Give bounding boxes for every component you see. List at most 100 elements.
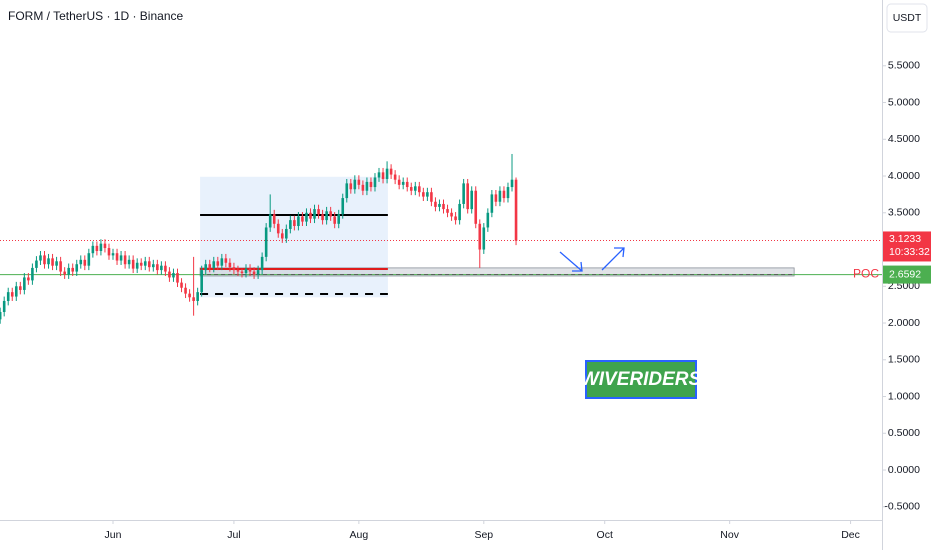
candle-body [184, 287, 187, 294]
candle-body [95, 245, 99, 251]
candle-body [127, 259, 131, 265]
candle-body [426, 192, 429, 197]
candle-body [450, 212, 453, 217]
candle-body [63, 271, 66, 275]
x-tick-label: Sep [474, 529, 493, 541]
candle-body [176, 273, 179, 283]
candle-body [160, 265, 163, 271]
candle-body [164, 265, 167, 272]
plot-area [0, 153, 882, 324]
chart-title: FORM / TetherUS · 1D · Binance [8, 9, 183, 23]
poc-label: POC [853, 267, 879, 281]
candle-body [401, 181, 405, 185]
candle-body [349, 183, 353, 190]
candle-body [313, 209, 316, 219]
candle-body [39, 255, 42, 261]
candle-body [389, 168, 393, 175]
candle-body [268, 214, 272, 228]
candle-body [365, 181, 369, 191]
candle-body [103, 243, 107, 249]
current-price-tag [883, 231, 931, 262]
candle-body [0, 312, 2, 320]
candle-body [462, 183, 465, 204]
candle-body [47, 258, 50, 265]
y-tick-label: 5.0000 [888, 96, 920, 108]
candle-body [458, 203, 461, 221]
candle-body [317, 209, 320, 215]
candle-body [345, 183, 349, 199]
candle-body [216, 261, 220, 266]
candle-body [168, 271, 171, 278]
candle-body [51, 258, 54, 266]
candle-body [272, 214, 276, 224]
candle-body [135, 262, 139, 269]
candle-body [252, 271, 256, 275]
profile-range [200, 176, 388, 298]
arrow [559, 251, 583, 272]
y-tick-label: 0.0000 [888, 464, 920, 476]
candle-body [357, 179, 361, 185]
candle-body [260, 256, 264, 271]
candle-body [514, 179, 518, 241]
poc-zone [199, 267, 795, 277]
candle-body [264, 227, 268, 257]
candle-body [79, 259, 83, 265]
candle-body [232, 267, 236, 271]
currency-label: USDT [893, 12, 922, 24]
candle-body [466, 183, 469, 210]
x-tick-label: Oct [597, 529, 613, 541]
candle-body [14, 286, 18, 297]
candle-body [397, 179, 401, 185]
candle-body [139, 262, 143, 266]
candle-body [486, 212, 490, 228]
candle-body [75, 264, 79, 272]
candle-body [256, 270, 260, 275]
candle-body [309, 212, 312, 219]
x-tick-label: Jun [105, 529, 122, 541]
candle-body [393, 174, 397, 180]
candle-body [498, 190, 502, 202]
y-tick-label: 3.5000 [888, 207, 920, 219]
candle-body [208, 264, 212, 268]
candle-body [341, 198, 345, 215]
candle-body [19, 286, 22, 290]
y-tick-label: 5.5000 [888, 60, 920, 72]
candle-body [87, 253, 91, 266]
candle-body [240, 271, 244, 274]
candle-body [99, 243, 103, 251]
x-tick-label: Aug [350, 529, 369, 541]
candle-body [280, 233, 284, 239]
logo-box [585, 360, 697, 399]
candle-body [244, 268, 248, 274]
candle-body [301, 216, 304, 222]
candle-body [131, 259, 135, 269]
candle-body [67, 267, 70, 275]
x-tick-label: Jul [227, 529, 240, 541]
candle-body [10, 292, 14, 297]
y-tick-label: 4.5000 [888, 133, 920, 145]
candle-body [220, 258, 224, 266]
candle-body [276, 223, 280, 234]
candle-body [422, 192, 425, 197]
candle-body [59, 261, 62, 272]
candle-body [285, 228, 288, 239]
candle-body [123, 255, 127, 265]
candle-body [377, 172, 381, 178]
candle-body [212, 261, 216, 268]
candle-body [482, 227, 486, 250]
y-tick-label: 4.0000 [888, 170, 920, 182]
candle-body [2, 300, 6, 312]
candle-body [200, 270, 203, 293]
candle-body [224, 258, 228, 263]
candle-body [297, 216, 300, 227]
currency-button[interactable] [886, 3, 928, 33]
candle-body [409, 187, 413, 191]
candle-body [353, 179, 357, 190]
candle-body [152, 264, 155, 268]
candle-body [107, 248, 111, 256]
candle-body [333, 216, 336, 224]
candle-body [502, 190, 506, 199]
candle-body [494, 194, 498, 202]
candle-body [119, 255, 123, 261]
